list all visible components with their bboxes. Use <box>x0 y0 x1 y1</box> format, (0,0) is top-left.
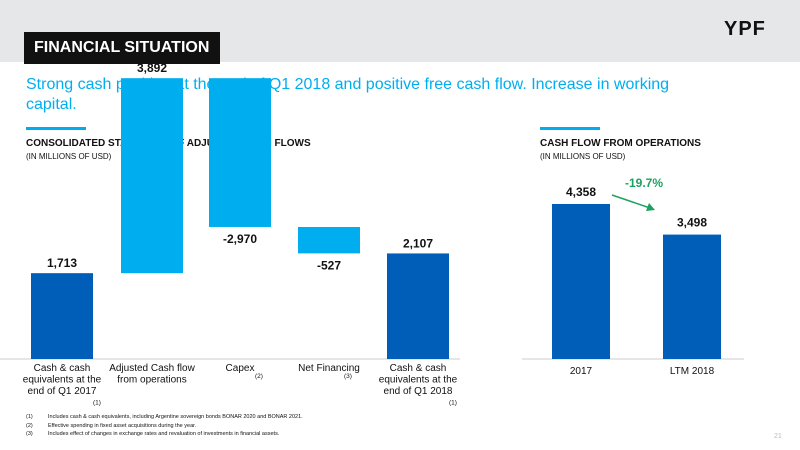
waterfall-tick-note: (1) <box>93 400 101 407</box>
waterfall-tick-label: end of Q1 2017 <box>28 386 97 397</box>
cfo-bar <box>663 234 721 359</box>
change-arrow-line <box>611 194 651 209</box>
footnote-3: (3) Includes effect of changes in exchang… <box>26 430 303 439</box>
footnote-text: Effective spending in fixed asset acquis… <box>48 422 197 429</box>
footnote-2: (2) Effective spending in fixed asset acq… <box>26 422 303 431</box>
waterfall-tick-note: (2) <box>255 373 263 380</box>
waterfall-tick-note: (3) <box>344 373 352 380</box>
waterfall-data-label: -527 <box>317 258 341 272</box>
cfo-bar <box>552 204 610 359</box>
footnote-text: Includes cash & cash equivalents, includ… <box>48 414 303 420</box>
waterfall-tick-label: end of Q1 2018 <box>384 386 453 397</box>
right-accent-line <box>540 127 600 130</box>
waterfall-tick-label: Cash & cash <box>390 363 447 374</box>
waterfall-tick-label: equivalents at the <box>23 375 102 386</box>
waterfall-data-label: 3,892 <box>137 61 167 75</box>
footnote-number: (1) <box>26 414 33 420</box>
subtitle: Strong cash position at the end of Q1 20… <box>26 76 670 113</box>
waterfall-data-label: 2,107 <box>403 236 433 250</box>
cfo-tick-label: 2017 <box>570 366 593 377</box>
waterfall-tick-label: from operations <box>117 375 186 386</box>
right-section-title: CASH FLOW FROM OPERATIONS <box>540 138 701 149</box>
page-number: 21 <box>774 433 782 440</box>
waterfall-bar <box>298 226 360 254</box>
waterfall-bar <box>121 78 183 274</box>
waterfall-data-label: -2,970 <box>223 232 257 246</box>
cfo-tick-label: LTM 2018 <box>670 366 715 377</box>
footnotes: (1) Includes cash & cash equivalents, inc… <box>26 413 303 439</box>
left-section-unit: (IN MILLIONS OF USD) <box>26 152 112 161</box>
change-annotation: -19.7% <box>625 176 663 190</box>
footnote-number: (2) <box>26 422 33 429</box>
waterfall-tick-label: Cash & cash <box>34 363 91 374</box>
waterfall-bar <box>387 253 449 359</box>
footnote-number: (3) <box>26 431 33 437</box>
left-accent-line <box>26 127 86 130</box>
waterfall-bar <box>31 273 93 359</box>
cfo-data-label: 3,498 <box>677 216 707 230</box>
footnote-1: (1) Includes cash & cash equivalents, inc… <box>26 413 303 422</box>
page-title: FINANCIAL SITUATION <box>24 32 220 64</box>
waterfall-tick-note: (1) <box>449 400 457 407</box>
waterfall-tick-label: Net Financing <box>298 363 360 374</box>
change-arrow-head <box>646 203 655 211</box>
waterfall-tick-label: equivalents at the <box>379 375 458 386</box>
waterfall-tick-label: Capex <box>226 363 255 374</box>
footnote-text: Includes effect of changes in exchange r… <box>48 431 280 437</box>
ypf-logo: YPF <box>724 18 766 40</box>
cfo-data-label: 4,358 <box>566 185 596 199</box>
right-section-unit: (IN MILLIONS OF USD) <box>540 152 626 161</box>
waterfall-data-label: 1,713 <box>47 256 77 270</box>
waterfall-tick-label: Adjusted Cash flow <box>109 363 195 374</box>
waterfall-bar <box>209 78 271 227</box>
